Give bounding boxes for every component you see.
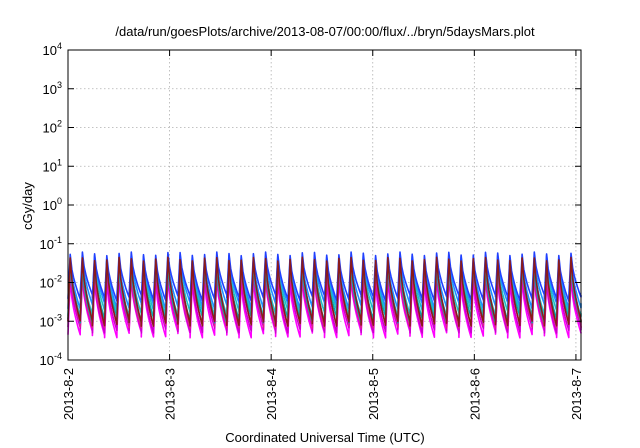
y-tick-label: 10-1 bbox=[40, 235, 62, 252]
x-tick-label: 2013-8-2 bbox=[61, 368, 76, 420]
x-axis-label: Coordinated Universal Time (UTC) bbox=[225, 430, 424, 445]
chart-title: /data/run/goesPlots/archive/2013-08-07/0… bbox=[115, 24, 535, 39]
y-tick-base: 10 bbox=[40, 276, 54, 291]
y-tick-label: 10-3 bbox=[40, 312, 62, 329]
series-line bbox=[67, 276, 582, 339]
x-tick-label: 2013-8-4 bbox=[264, 368, 279, 420]
x-tick-label: 2013-8-7 bbox=[569, 368, 584, 420]
y-tick-exponent: -1 bbox=[54, 235, 62, 245]
y-tick-label: 104 bbox=[43, 41, 62, 58]
y-tick-base: 10 bbox=[40, 314, 54, 329]
y-axis-label: cGy/day bbox=[20, 182, 35, 230]
y-tick-exponent: 4 bbox=[57, 41, 62, 51]
y-tick-exponent: 0 bbox=[57, 196, 62, 206]
y-tick-base: 10 bbox=[40, 237, 54, 252]
x-tick-label: 2013-8-6 bbox=[467, 368, 482, 420]
y-tick-base: 10 bbox=[43, 198, 57, 213]
y-tick-label: 103 bbox=[43, 80, 62, 97]
y-tick-label: 100 bbox=[43, 196, 62, 213]
y-tick-base: 10 bbox=[43, 121, 57, 136]
y-tick-base: 10 bbox=[40, 353, 54, 368]
series-line bbox=[67, 256, 582, 327]
x-tick-label: 2013-8-3 bbox=[163, 368, 178, 420]
y-tick-exponent: -3 bbox=[54, 312, 62, 322]
y-tick-label: 10-2 bbox=[40, 274, 62, 291]
y-tick-base: 10 bbox=[43, 43, 57, 58]
y-tick-base: 10 bbox=[43, 159, 57, 174]
y-tick-exponent: -4 bbox=[54, 351, 62, 361]
y-tick-exponent: 3 bbox=[57, 80, 62, 90]
y-tick-label: 101 bbox=[43, 157, 62, 174]
y-tick-exponent: 1 bbox=[57, 157, 62, 167]
y-tick-base: 10 bbox=[43, 82, 57, 97]
y-tick-exponent: -2 bbox=[54, 274, 62, 284]
y-tick-label: 10-4 bbox=[40, 351, 62, 368]
x-tick-label: 2013-8-5 bbox=[366, 368, 381, 420]
y-tick-exponent: 2 bbox=[57, 119, 62, 129]
plot-frame bbox=[67, 49, 582, 361]
y-tick-label: 102 bbox=[43, 119, 62, 136]
